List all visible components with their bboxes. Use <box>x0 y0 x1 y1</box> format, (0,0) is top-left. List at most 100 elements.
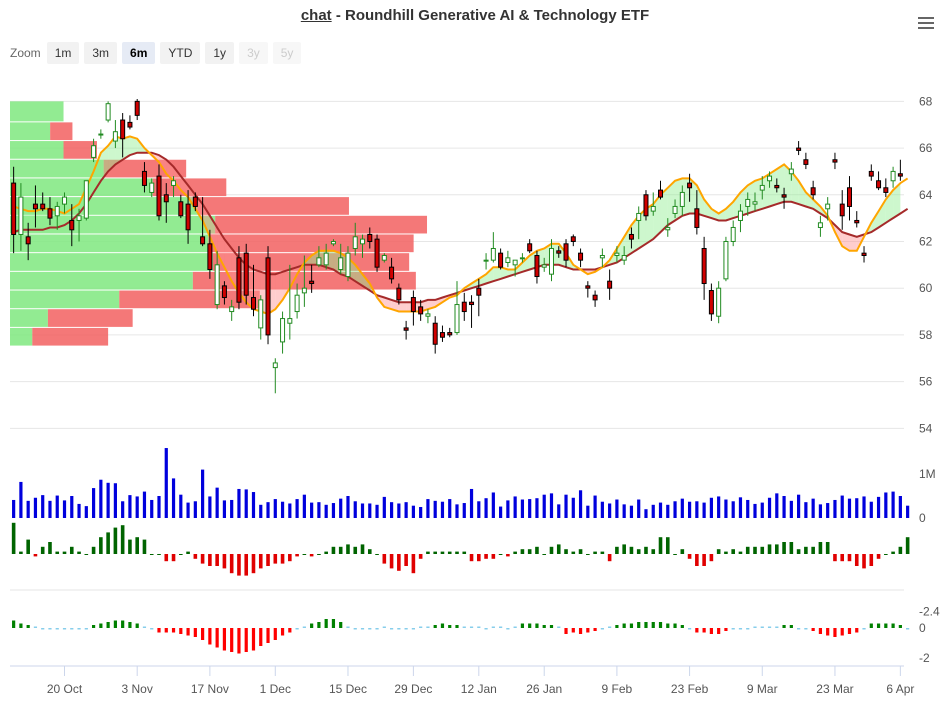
macd-bar <box>520 549 525 554</box>
macd-bar <box>302 554 307 555</box>
volume-bar <box>811 498 815 518</box>
volume-bar <box>746 499 750 518</box>
volume-bar <box>549 493 554 518</box>
oscillator-bar <box>179 628 183 634</box>
cloud-fill-bullish <box>100 145 109 181</box>
candle <box>650 192 656 216</box>
candle <box>149 178 155 198</box>
oscillator-bar <box>528 623 532 628</box>
volume-bar <box>797 494 801 518</box>
zoom-button-1y[interactable]: 1y <box>205 42 235 64</box>
volume-bar <box>484 498 488 518</box>
volume-bar <box>775 493 779 518</box>
volume-bar <box>121 501 125 518</box>
volume-profile <box>10 101 428 346</box>
oscillator-bar <box>360 628 365 630</box>
macd-bar <box>775 544 779 554</box>
volume-bar <box>455 504 459 518</box>
oscillator-bar <box>876 623 881 628</box>
oscillator-bar <box>862 628 866 630</box>
volume-bar <box>91 488 96 518</box>
macd-bar <box>600 551 605 554</box>
cloud-fill-bullish <box>108 136 116 172</box>
candle <box>817 215 823 237</box>
volume-bar <box>804 502 808 518</box>
zoom-button-1m[interactable]: 1m <box>46 42 80 64</box>
chart-title-link[interactable]: chat <box>300 7 332 24</box>
oscillator-bar <box>484 628 488 630</box>
candle-body <box>76 215 82 221</box>
oscillator-bar <box>506 628 510 630</box>
price-tick-label: 68 <box>919 94 933 108</box>
cloud-fill-bullish <box>478 274 487 286</box>
candle <box>679 185 685 216</box>
price-tick-label: 58 <box>919 328 933 342</box>
volume-bar <box>419 507 423 518</box>
zoom-button-ytd[interactable]: YTD <box>160 42 201 64</box>
candle-body <box>454 304 460 334</box>
macd-bar <box>106 532 110 554</box>
candle <box>701 236 707 300</box>
volume-bar <box>477 501 481 518</box>
candle <box>352 222 358 256</box>
candle <box>330 239 336 247</box>
macd-bar <box>280 554 285 564</box>
zoom-button-3m[interactable]: 3m <box>84 42 118 64</box>
candle <box>76 208 82 242</box>
macd-bar <box>251 554 256 574</box>
macd-bar <box>215 554 219 566</box>
candle-body <box>890 170 896 182</box>
candle-body <box>796 147 802 151</box>
candle-body <box>767 175 773 182</box>
volume-bar <box>302 494 306 518</box>
volume-profile-buy-bar <box>10 253 213 271</box>
oscillator-bar <box>346 626 350 628</box>
candle-body <box>534 254 540 278</box>
candle-body <box>98 133 104 136</box>
volume-profile-buy-bar <box>10 234 209 253</box>
oscillator-bar <box>150 628 154 630</box>
candle-body <box>650 205 656 212</box>
cloud-fill-bullish <box>558 243 567 268</box>
macd-bar <box>789 542 794 554</box>
oscillator-bar <box>26 625 30 628</box>
volume-bar <box>717 496 721 518</box>
volume-bar <box>571 497 575 518</box>
candle-body <box>643 194 649 217</box>
candle-body <box>723 240 729 280</box>
candle <box>752 192 758 212</box>
candle-body <box>309 280 315 285</box>
candle-body <box>47 208 53 219</box>
oscillator-bar <box>666 623 670 628</box>
macd-bar <box>636 549 641 554</box>
candle-body <box>854 219 860 224</box>
candle <box>534 250 540 284</box>
volume-bar <box>862 496 866 518</box>
volume-bar <box>600 501 604 518</box>
volume-bar <box>171 478 176 518</box>
volume-bar <box>368 503 372 518</box>
candle <box>243 243 249 305</box>
macd-bar <box>760 546 765 554</box>
oscillator-bar <box>891 623 895 628</box>
candle-body <box>817 222 823 228</box>
zoom-button-6m[interactable]: 6m <box>122 42 156 64</box>
hamburger-menu-icon[interactable] <box>914 14 938 36</box>
candle-body <box>636 212 642 221</box>
cloud-fill-bullish <box>762 173 770 209</box>
candle-body <box>781 194 787 198</box>
volume-bar <box>237 488 241 518</box>
volume-bar <box>513 496 517 518</box>
zoom-button-3y[interactable]: 3y <box>239 42 268 64</box>
macd-bar <box>462 551 467 554</box>
oscillator-bar <box>804 628 808 630</box>
volume-bar <box>259 504 263 518</box>
oscillator-bar <box>753 626 757 628</box>
volume-bar <box>644 509 648 518</box>
zoom-button-5y[interactable]: 5y <box>272 42 302 64</box>
oscillator-bar <box>724 628 728 631</box>
macd-bar <box>128 539 132 554</box>
chart-title: chat - Roundhill Generative AI & Technol… <box>0 7 950 24</box>
cloud-fill-bearish <box>282 269 290 300</box>
